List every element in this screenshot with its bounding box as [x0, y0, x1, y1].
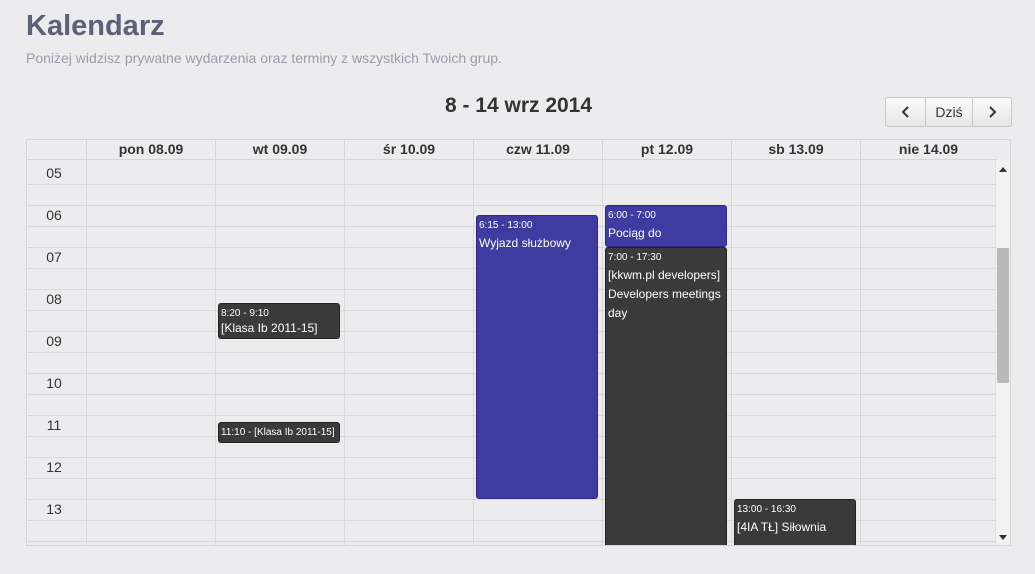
- next-week-button[interactable]: [973, 98, 1011, 126]
- page-subtitle: Poniżej widzisz prywatne wydarzenia oraz…: [26, 50, 502, 66]
- event-title: [kkwm.pl developers] Developers meetings…: [608, 268, 721, 320]
- hour-label: 10: [46, 375, 62, 391]
- event-time: 8:20 - 9:10: [221, 308, 269, 319]
- event-time: 6:00 - 7:00: [608, 210, 656, 221]
- column-line: [344, 160, 345, 545]
- hour-label: 07: [46, 249, 62, 265]
- calendar-event[interactable]: 6:15 - 13:00 Wyjazd służbowy: [476, 215, 598, 499]
- day-header-mon[interactable]: pon 08.09: [86, 140, 215, 159]
- column-line: [860, 160, 861, 545]
- event-title: [Klasa Ib 2011-15]: [221, 321, 318, 335]
- hour-label: 12: [46, 459, 62, 475]
- column-line: [86, 160, 87, 545]
- scroll-down-arrow-icon[interactable]: [996, 530, 1010, 544]
- day-header-fri[interactable]: pt 12.09: [602, 140, 731, 159]
- calendar-event[interactable]: 6:00 - 7:00 Pociąg do Chrzanowa: [605, 205, 727, 247]
- column-line: [473, 160, 474, 545]
- prev-week-button[interactable]: [886, 98, 926, 126]
- event-time: 7:00 - 17:30: [608, 252, 662, 263]
- event-time: 13:00 - 16:30: [737, 504, 796, 515]
- hour-label: 13: [46, 501, 62, 517]
- hour-label: 06: [46, 207, 62, 223]
- day-header-row: pon 08.09 wt 09.09 śr 10.09 czw 11.09 pt…: [27, 140, 997, 160]
- hour-label: 11: [46, 417, 62, 433]
- scrollbar-thumb[interactable]: [997, 248, 1009, 383]
- chevron-right-icon: [989, 106, 997, 118]
- grid-line: [27, 184, 995, 185]
- column-line: [731, 160, 732, 545]
- date-range-title: 8 - 14 wrz 2014: [444, 94, 593, 117]
- calendar-event[interactable]: 8:20 - 9:10 [Klasa Ib 2011-15]: [218, 303, 340, 339]
- column-line: [215, 160, 216, 545]
- day-header-sun[interactable]: nie 14.09: [860, 140, 996, 159]
- vertical-scrollbar[interactable]: [995, 160, 1010, 545]
- grid-line: [27, 499, 995, 500]
- event-title: [4IA TŁ] Siłownia: [737, 520, 827, 534]
- event-title: Wyjazd służbowy: [479, 236, 571, 250]
- column-line: [602, 160, 603, 545]
- scroll-up-arrow-icon[interactable]: [996, 162, 1010, 176]
- today-button[interactable]: Dziś: [926, 98, 973, 126]
- day-header-wed[interactable]: śr 10.09: [344, 140, 473, 159]
- event-title: Pociąg do Chrzanowa: [608, 226, 669, 246]
- hour-label: 05: [46, 165, 62, 181]
- calendar-event[interactable]: 13:00 - 16:30 [4IA TŁ] Siłownia: [734, 499, 856, 545]
- calendar-event[interactable]: 7:00 - 17:30 [kkwm.pl developers] Develo…: [605, 247, 727, 545]
- day-header-tue[interactable]: wt 09.09: [215, 140, 344, 159]
- day-header-thu[interactable]: czw 11.09: [473, 140, 602, 159]
- event-time: 6:15 - 13:00: [479, 220, 533, 231]
- hour-label: 09: [46, 333, 62, 349]
- grid-line: [27, 541, 995, 542]
- grid-line: [27, 205, 995, 206]
- time-grid[interactable]: 05 06 07 08 09 10 11 12 13 8:20 - 9:10 […: [27, 160, 995, 545]
- week-calendar: pon 08.09 wt 09.09 śr 10.09 czw 11.09 pt…: [26, 139, 1011, 546]
- hour-label: 08: [46, 291, 62, 307]
- page-title: Kalendarz: [26, 10, 165, 42]
- grid-line: [27, 520, 995, 521]
- event-time: 11:10 - [Klasa Ib 2011-15]: [221, 427, 335, 438]
- chevron-left-icon: [901, 106, 909, 118]
- calendar-navigation: Dziś: [885, 97, 1012, 127]
- calendar-event[interactable]: 11:10 - [Klasa Ib 2011-15]: [218, 422, 340, 443]
- day-header-sat[interactable]: sb 13.09: [731, 140, 860, 159]
